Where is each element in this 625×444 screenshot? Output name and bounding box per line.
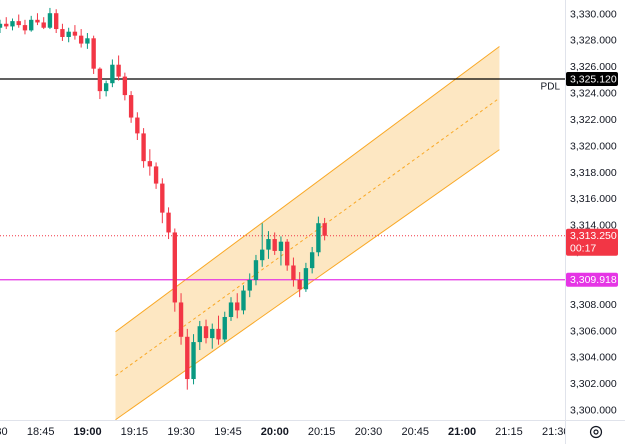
candle-body [253, 260, 259, 280]
candle-body [47, 13, 53, 28]
y-tick-label: 3,302.000 [570, 378, 617, 390]
x-tick-label: 18:45 [27, 426, 55, 438]
candle-body [147, 161, 153, 167]
candle-body [16, 21, 21, 26]
candle-body [35, 19, 40, 23]
x-tick-label: 20:45 [402, 426, 430, 438]
x-tick-label: 21:15 [495, 426, 523, 438]
candle-body [316, 223, 321, 253]
candle-body [235, 302, 240, 311]
candle-body [228, 302, 234, 317]
y-tick-label: 3,324.000 [570, 88, 617, 100]
x-tick-label: 21:30 [542, 426, 570, 438]
y-tick-label: 3,314.000 [570, 220, 617, 232]
x-tick-label: 19:15 [121, 426, 149, 438]
candle-body [22, 25, 28, 31]
y-tick-label: 3,316.000 [570, 193, 617, 205]
candle-body [291, 265, 296, 280]
candle-body [72, 31, 78, 36]
y-tick-label: 3,318.000 [570, 167, 617, 179]
candle-body [141, 133, 146, 162]
candle-body [210, 328, 215, 339]
y-tick-label: 3,306.000 [570, 325, 617, 337]
candle-body [266, 239, 271, 250]
x-tick-label: 19:00 [73, 426, 101, 438]
candle-body [166, 212, 171, 233]
candle-body [116, 64, 121, 77]
last-price-label: 3,313.250 [570, 230, 617, 242]
candle-body [54, 13, 59, 30]
candle-body [85, 38, 90, 44]
last-price-bg [566, 228, 618, 256]
x-tick-label: 19:30 [167, 426, 195, 438]
settings-icon[interactable] [589, 425, 603, 439]
time-axis: 18:30 18:45 19:00 19:15 19:30 19:45 20:00 20:15… [0, 426, 570, 438]
y-tick-label: 3,320.000 [570, 140, 617, 152]
candle-body [135, 117, 140, 134]
candle-body [153, 166, 159, 184]
candle-body [178, 302, 184, 337]
level-name: PDL [541, 82, 561, 93]
x-tick-label: 19:45 [214, 426, 242, 438]
level-label-bg [566, 71, 618, 86]
candle-body [297, 280, 302, 290]
y-tick-label: 3,326.000 [570, 61, 617, 73]
countdown-label: 00:17 [570, 243, 596, 255]
candle-body [260, 249, 265, 261]
candle-body [10, 21, 15, 27]
candle-body [303, 268, 309, 290]
candle-body [222, 316, 227, 340]
candle-body [122, 76, 128, 96]
candle-body [66, 31, 71, 37]
x-tick-label: 20:00 [261, 426, 289, 438]
candle-body [197, 326, 202, 343]
candle-body [185, 336, 190, 380]
candle-body [0, 23, 3, 28]
candle-body [172, 232, 177, 303]
candle-body [247, 280, 252, 291]
candle-body [160, 183, 165, 213]
candle-body [284, 241, 290, 266]
x-tick-label: 18:30 [0, 426, 8, 438]
x-tick-label: 20:30 [355, 426, 383, 438]
y-tick-label: 3,304.000 [570, 352, 617, 364]
candle-body [103, 83, 109, 92]
channel-upper [115, 46, 500, 333]
y-tick-label: 3,300.000 [570, 405, 617, 417]
level-label-bg [566, 272, 618, 287]
price-axis: 3,300.000 3,302.000 3,304.000 3,306.000 3,30… [566, 8, 618, 417]
candle-body [309, 252, 315, 269]
candle-body [322, 223, 327, 236]
candle-body [128, 95, 134, 118]
candle-body [60, 29, 65, 37]
channel [115, 46, 500, 420]
candle-body [241, 290, 246, 311]
y-tick-label: 3,322.000 [570, 114, 617, 126]
candle-body [216, 328, 221, 340]
candle-body [78, 35, 84, 44]
level-label: 3,325.120 [570, 73, 617, 85]
candle-body [41, 22, 46, 28]
candle-body [278, 241, 284, 251]
candle-body [191, 342, 196, 380]
candle-body [4, 23, 9, 27]
y-tick-label: 3,330.000 [570, 8, 617, 20]
candle-body [29, 19, 34, 31]
candle-body [203, 326, 209, 339]
level-label: 3,309.918 [570, 274, 617, 286]
y-tick-label: 3,328.000 [570, 35, 617, 47]
x-tick-label: 20:15 [308, 426, 336, 438]
candle-body [110, 64, 115, 84]
plot-area: PDL [0, 7, 565, 420]
y-tick-label: 3,308.000 [570, 299, 617, 311]
x-tick-label: 21:00 [448, 426, 476, 438]
candle-body [272, 239, 277, 251]
candle-body [91, 38, 96, 69]
candle-body [97, 68, 103, 92]
